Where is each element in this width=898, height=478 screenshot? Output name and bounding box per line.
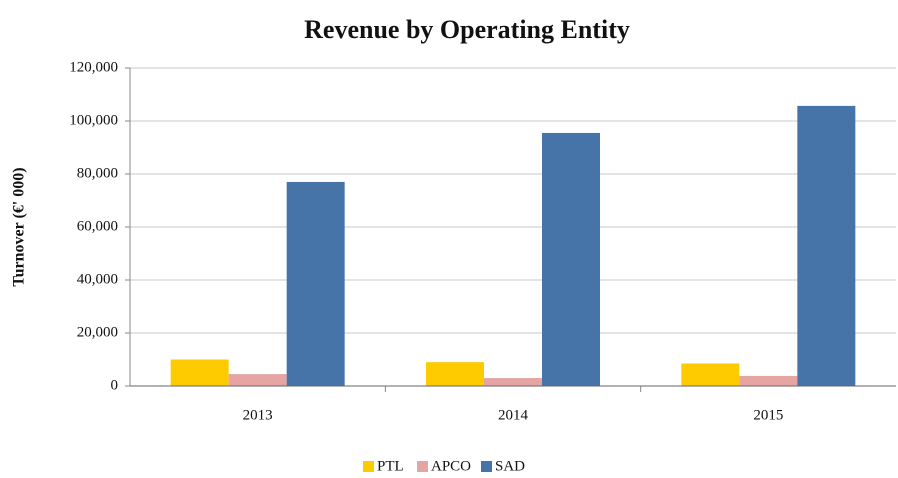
bar xyxy=(542,132,600,386)
bar xyxy=(228,374,287,386)
x-tick-label: 2013 xyxy=(243,407,273,423)
legend-label: APCO xyxy=(431,458,471,474)
y-tick-label: 120,000 xyxy=(69,59,118,75)
x-tick-label: 2015 xyxy=(753,407,783,423)
y-tick-label: 100,000 xyxy=(69,112,118,128)
legend-swatch xyxy=(363,461,374,472)
legend-label: PTL xyxy=(377,458,404,474)
y-tick-label: 80,000 xyxy=(77,165,118,181)
chart-title: Revenue by Operating Entity xyxy=(304,15,630,44)
legend-label: SAD xyxy=(495,458,525,474)
bar xyxy=(484,378,542,386)
bar xyxy=(739,375,798,386)
y-tick-label: 20,000 xyxy=(77,324,118,340)
y-axis-title: Turnover (€' 000) xyxy=(11,167,28,286)
legend-swatch xyxy=(417,461,428,472)
bar xyxy=(681,363,740,386)
x-tick-label: 2014 xyxy=(498,407,529,423)
bar xyxy=(797,105,856,387)
y-tick-label: 0 xyxy=(111,377,119,393)
bar xyxy=(426,362,484,386)
bar xyxy=(170,359,229,386)
y-tick-label: 40,000 xyxy=(77,271,118,287)
legend-swatch xyxy=(481,461,492,472)
y-tick-label: 60,000 xyxy=(77,218,118,234)
bar xyxy=(286,181,345,386)
